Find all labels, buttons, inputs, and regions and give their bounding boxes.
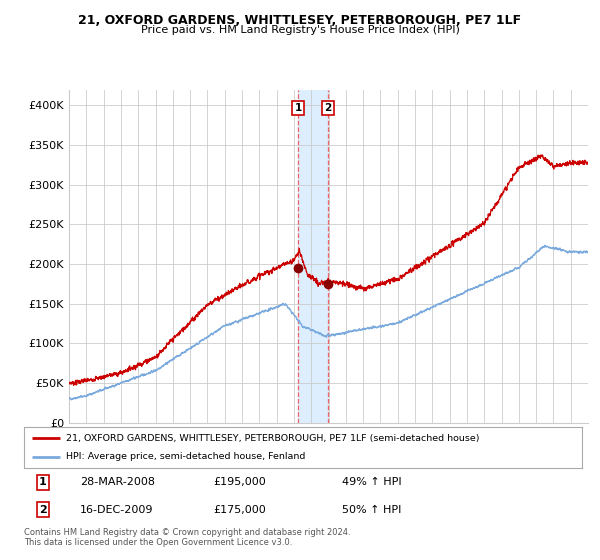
Text: 49% ↑ HPI: 49% ↑ HPI [342,478,401,487]
Text: Price paid vs. HM Land Registry's House Price Index (HPI): Price paid vs. HM Land Registry's House … [140,25,460,35]
Text: £175,000: £175,000 [214,505,266,515]
Text: 1: 1 [295,103,302,113]
Text: Contains HM Land Registry data © Crown copyright and database right 2024.
This d: Contains HM Land Registry data © Crown c… [24,528,350,548]
Text: 2: 2 [324,103,331,113]
Bar [298,90,328,423]
Text: 50% ↑ HPI: 50% ↑ HPI [342,505,401,515]
Text: 1: 1 [39,478,47,487]
Text: 2: 2 [39,505,47,515]
Text: £195,000: £195,000 [214,478,266,487]
Text: 28-MAR-2008: 28-MAR-2008 [80,478,155,487]
Text: 16-DEC-2009: 16-DEC-2009 [80,505,154,515]
Text: 21, OXFORD GARDENS, WHITTLESEY, PETERBOROUGH, PE7 1LF (semi-detached house): 21, OXFORD GARDENS, WHITTLESEY, PETERBOR… [66,433,479,442]
Text: HPI: Average price, semi-detached house, Fenland: HPI: Average price, semi-detached house,… [66,452,305,461]
Text: 21, OXFORD GARDENS, WHITTLESEY, PETERBOROUGH, PE7 1LF: 21, OXFORD GARDENS, WHITTLESEY, PETERBOR… [79,14,521,27]
